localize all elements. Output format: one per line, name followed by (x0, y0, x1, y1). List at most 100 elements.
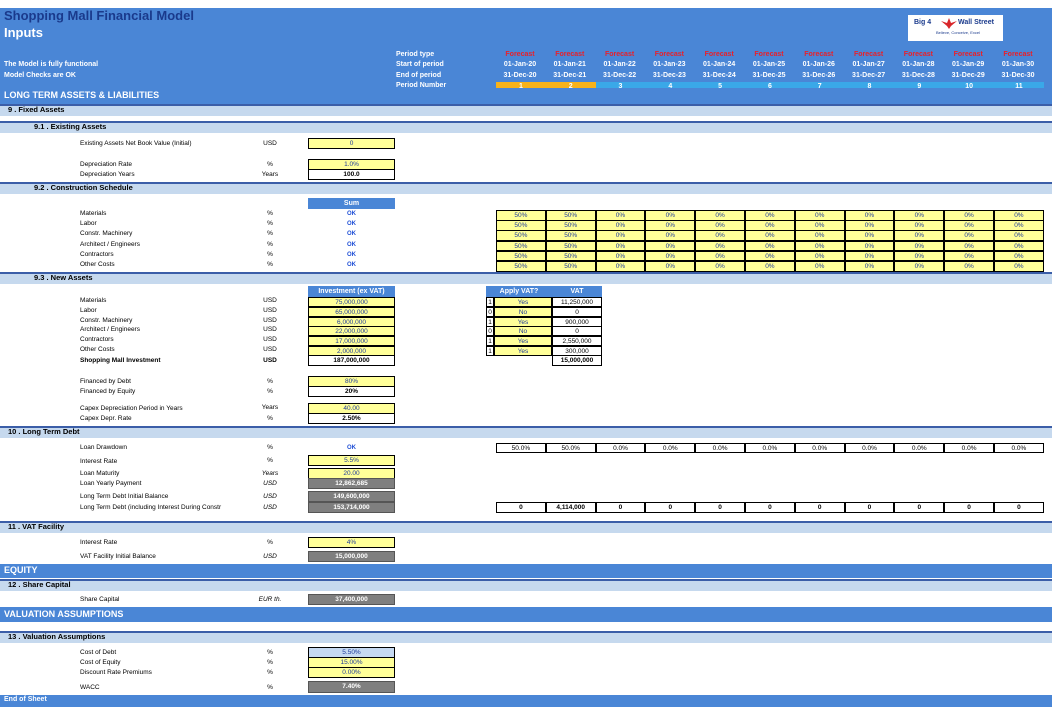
construction-value-cell[interactable]: 0% (745, 220, 795, 231)
construction-value-cell[interactable]: 0% (994, 230, 1044, 241)
construction-value-cell[interactable]: 50% (496, 240, 546, 252)
vat-value-cell: 0 (552, 306, 602, 317)
drp-input[interactable]: 0.00% (308, 667, 395, 678)
period-end-cell: 31-Dec-30 (1001, 72, 1035, 79)
label-period-number: Period Number (396, 82, 447, 89)
construction-value-cell[interactable]: 0% (645, 230, 696, 241)
construction-value-cell[interactable]: 50% (496, 210, 546, 221)
construction-value-cell[interactable]: 0% (595, 261, 646, 272)
construction-value-cell[interactable]: 0% (645, 240, 696, 252)
construction-value-cell[interactable]: 0% (844, 261, 895, 272)
ltd-value-cell: 0 (894, 502, 945, 513)
construction-value-cell[interactable]: 0% (994, 220, 1044, 231)
investment-input[interactable]: 65,000,000 (308, 306, 395, 317)
construction-value-cell[interactable]: 0% (695, 230, 745, 241)
construction-value-cell[interactable]: 50% (545, 261, 596, 272)
investment-input[interactable]: 22,000,000 (308, 326, 395, 337)
construction-value-cell[interactable]: 0% (695, 250, 745, 262)
construction-value-cell[interactable]: 0% (745, 261, 795, 272)
construction-value-cell[interactable]: 0% (994, 261, 1044, 272)
construction-value-cell[interactable]: 50% (545, 210, 596, 221)
drawdown-value-cell: 50.0% (496, 443, 546, 453)
period-number-cell: 2 (545, 82, 596, 92)
construction-value-cell[interactable]: 0% (595, 240, 646, 252)
share-unit: EUR th. (258, 596, 282, 603)
investment-input[interactable]: 17,000,000 (308, 336, 395, 347)
construction-value-cell[interactable]: 0% (695, 210, 745, 221)
construction-value-cell[interactable]: 0% (844, 230, 895, 241)
construction-value-cell[interactable]: 50% (545, 220, 596, 231)
construction-value-cell[interactable]: 0% (894, 261, 945, 272)
construction-value-cell[interactable]: 0% (944, 250, 994, 262)
construction-value-cell[interactable]: 0% (844, 210, 895, 221)
construction-value-cell[interactable]: 0% (745, 240, 795, 252)
construction-value-cell[interactable]: 0% (944, 220, 994, 231)
total-investment-value: 187,000,000 (308, 355, 395, 366)
construction-value-cell[interactable]: 0% (695, 220, 745, 231)
construction-value-cell[interactable]: 0% (794, 250, 845, 262)
apply-vat-select[interactable]: Yes (494, 316, 552, 327)
construction-value-cell[interactable]: 0% (794, 230, 845, 241)
period-end-cell: 31-Dec-25 (752, 72, 786, 79)
construction-value-cell[interactable]: 0% (745, 210, 795, 221)
construction-value-cell[interactable]: 0% (844, 240, 895, 252)
status-functional: The Model is fully functional (4, 61, 99, 68)
status-checks: Model Checks are OK (4, 72, 76, 79)
period-type-cell: Forecast (555, 51, 585, 58)
construction-value-cell[interactable]: 0% (645, 261, 696, 272)
investment-input[interactable]: 6,000,000 (308, 316, 395, 327)
construction-value-cell[interactable]: 0% (595, 220, 646, 231)
drawdown-value-cell: 0.0% (695, 443, 745, 453)
vat-initial-value: 15,000,000 (308, 551, 395, 562)
construction-value-cell[interactable]: 0% (944, 230, 994, 241)
apply-vat-select[interactable]: Yes (494, 346, 552, 356)
construction-value-cell[interactable]: 0% (794, 240, 845, 252)
construction-row-label: Contractors (80, 250, 114, 258)
construction-value-cell[interactable]: 0% (695, 240, 745, 252)
construction-value-cell[interactable]: 50% (496, 230, 546, 241)
construction-value-cell[interactable]: 0% (745, 250, 795, 262)
construction-value-cell[interactable]: 50% (545, 230, 596, 241)
construction-value-cell[interactable]: 0% (944, 261, 994, 272)
apply-vat-select[interactable]: Yes (494, 297, 552, 307)
construction-value-cell[interactable]: 0% (794, 220, 845, 231)
construction-value-cell[interactable]: 0% (844, 250, 895, 262)
apply-vat-select[interactable]: No (494, 326, 552, 337)
construction-value-cell[interactable]: 0% (994, 240, 1044, 252)
construction-value-cell[interactable]: 0% (894, 230, 945, 241)
construction-value-cell[interactable]: 0% (595, 210, 646, 221)
interest-input[interactable]: 5.5% (308, 455, 395, 466)
period-number-cell: 6 (745, 82, 795, 92)
investment-input[interactable]: 75,000,000 (308, 297, 395, 307)
construction-value-cell[interactable]: 0% (794, 261, 845, 272)
construction-value-cell[interactable]: 0% (994, 210, 1044, 221)
construction-value-cell[interactable]: 50% (545, 240, 596, 252)
construction-value-cell[interactable]: 0% (994, 250, 1044, 262)
construction-value-cell[interactable]: 0% (645, 210, 696, 221)
nbv-input[interactable]: 0 (308, 138, 395, 149)
construction-value-cell[interactable]: 0% (894, 250, 945, 262)
vat-interest-input[interactable]: 4% (308, 537, 395, 548)
period-start-cell: 01-Jan-30 (1001, 61, 1035, 68)
construction-row-unit: % (267, 230, 273, 238)
construction-value-cell[interactable]: 0% (645, 220, 696, 231)
construction-value-cell[interactable]: 0% (894, 240, 945, 252)
construction-value-cell[interactable]: 50% (496, 220, 546, 231)
construction-value-cell[interactable]: 0% (894, 220, 945, 231)
construction-value-cell[interactable]: 0% (595, 250, 646, 262)
period-end-cell: 31-Dec-21 (553, 72, 587, 79)
construction-value-cell[interactable]: 0% (595, 230, 646, 241)
construction-value-cell[interactable]: 0% (944, 240, 994, 252)
construction-value-cell[interactable]: 50% (496, 250, 546, 262)
apply-vat-select[interactable]: Yes (494, 336, 552, 347)
construction-value-cell[interactable]: 0% (944, 210, 994, 221)
construction-value-cell[interactable]: 50% (496, 261, 546, 272)
construction-value-cell[interactable]: 0% (645, 250, 696, 262)
construction-value-cell[interactable]: 0% (745, 230, 795, 241)
construction-value-cell[interactable]: 50% (545, 250, 596, 262)
construction-value-cell[interactable]: 0% (794, 210, 845, 221)
construction-value-cell[interactable]: 0% (695, 261, 745, 272)
construction-value-cell[interactable]: 0% (894, 210, 945, 221)
apply-vat-select[interactable]: No (494, 306, 552, 317)
construction-value-cell[interactable]: 0% (844, 220, 895, 231)
